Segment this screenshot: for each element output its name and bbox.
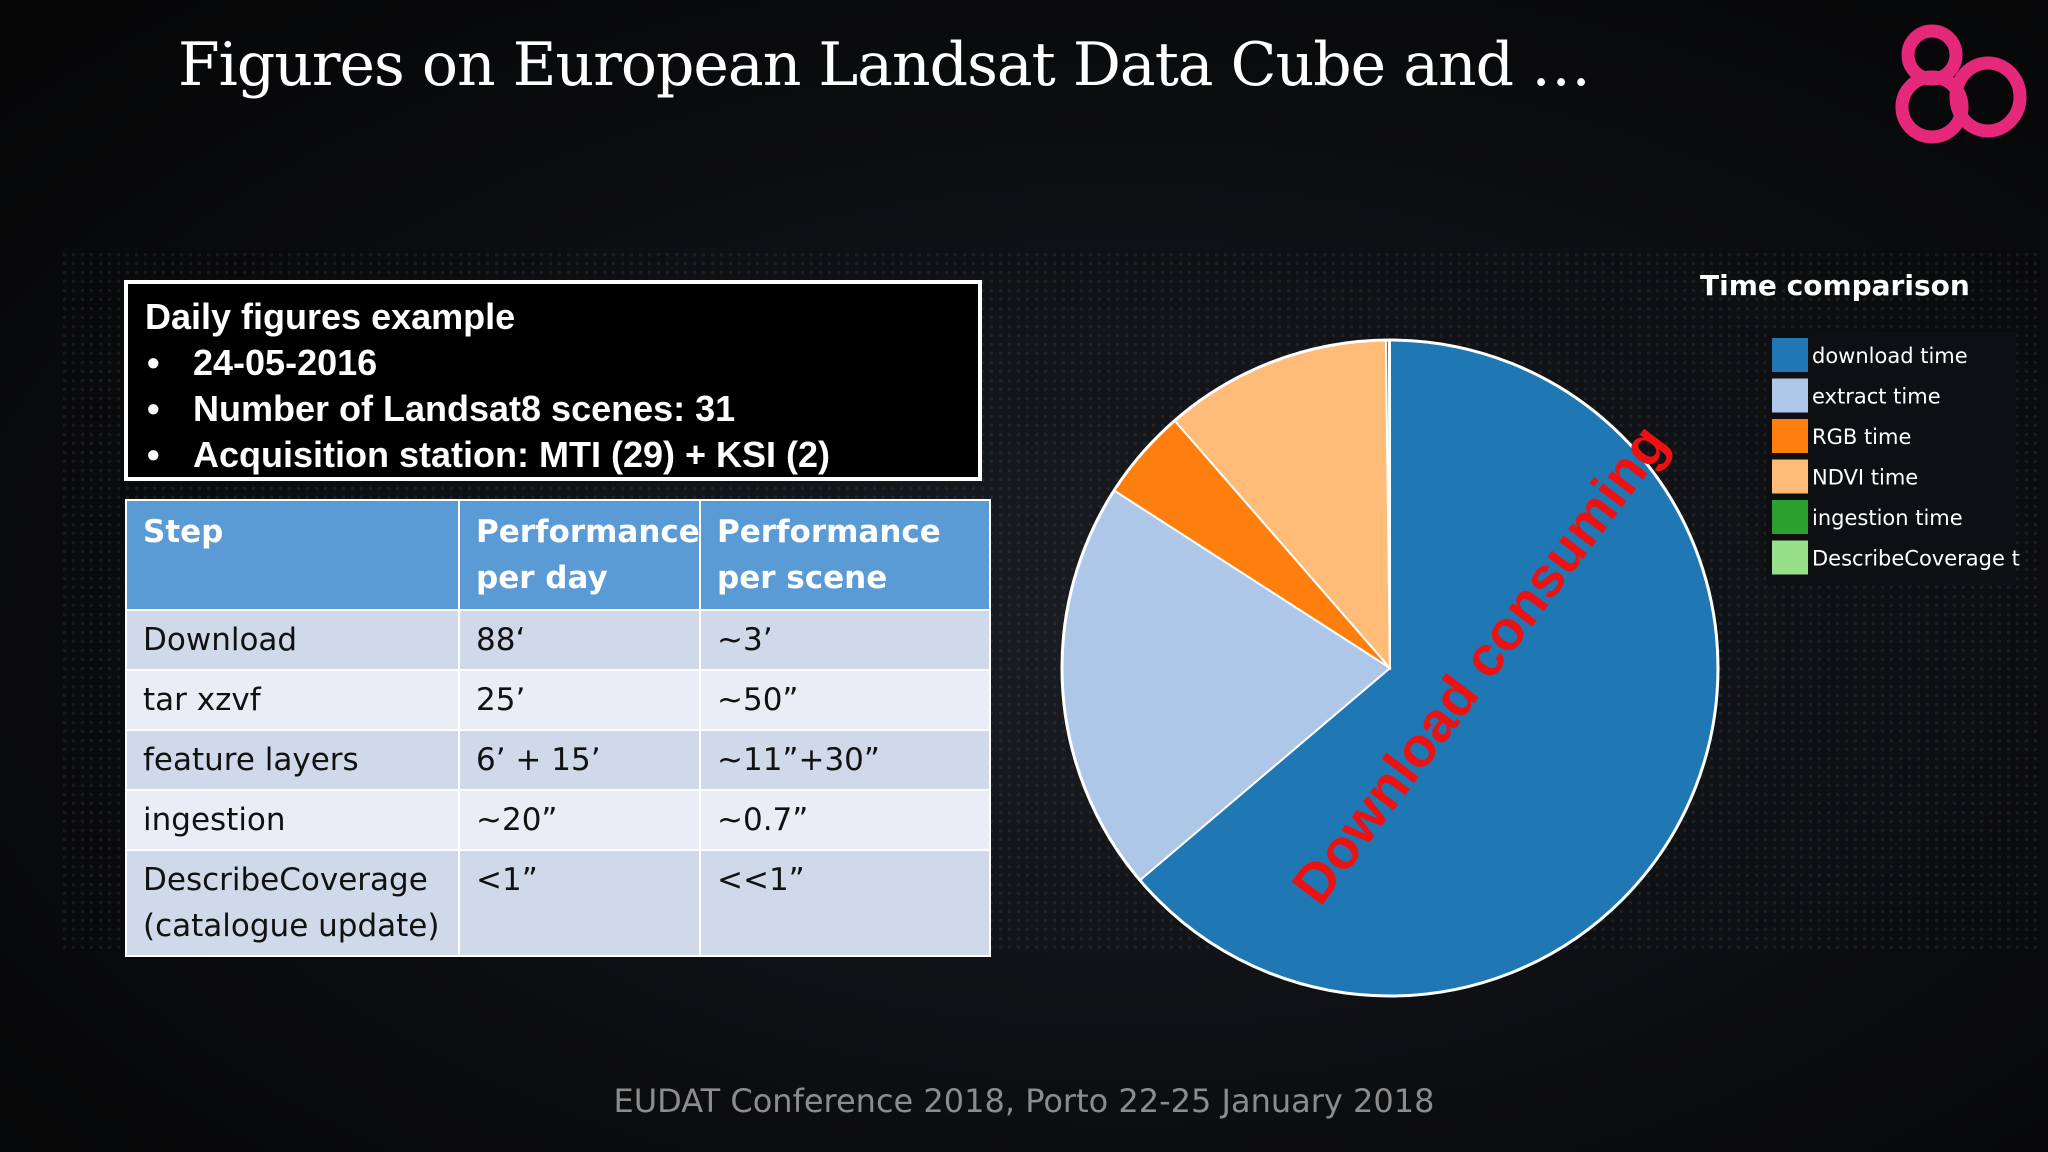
- cell-step: Download: [125, 609, 460, 671]
- info-heading: Daily figures example: [145, 296, 516, 337]
- cell-per-day: 6’ + 15’: [458, 729, 701, 791]
- daily-figures-box: Daily figures example • 24-05-2016 • Numbe…: [124, 280, 982, 481]
- info-list: • 24-05-2016 • Number of Landsat8 scenes: …: [145, 340, 978, 478]
- legend-swatch: [1772, 500, 1808, 534]
- info-item-text: Acquisition station: MTI (29) + KSI (2): [193, 434, 831, 475]
- cell-per-scene: ~11”+30”: [699, 729, 991, 791]
- legend-label: extract time: [1812, 385, 1941, 409]
- header-per-day: Performance per day: [458, 499, 701, 611]
- chart-title: Time comparison: [1700, 269, 1970, 302]
- cell-per-day: <1”: [458, 849, 701, 957]
- table-row: tar xzvf 25’ ~50”: [125, 669, 991, 731]
- cell-per-scene: <<1”: [699, 849, 991, 957]
- bullet: •: [147, 342, 160, 383]
- footer: EUDAT Conference 2018, Porto 22-25 Janua…: [613, 1082, 1435, 1120]
- cell-per-scene: ~0.7”: [699, 789, 991, 851]
- legend-swatch: [1772, 378, 1808, 413]
- pie-slice-describecoverage: [1387, 338, 1391, 669]
- table-row: ingestion ~20” ~0.7”: [125, 789, 991, 851]
- legend-label: download time: [1812, 344, 1968, 368]
- performance-table: Step Performance per day Performance per…: [125, 499, 991, 957]
- info-item: • Number of Landsat8 scenes: 31: [145, 386, 978, 432]
- pie-outline: [1060, 338, 1720, 998]
- legend-label: DescribeCoverage t: [1812, 547, 2020, 571]
- legend-swatch: [1772, 540, 1808, 575]
- legend-swatch: [1772, 459, 1808, 494]
- info-item-text: 24-05-2016: [193, 342, 378, 383]
- cell-per-scene: ~3’: [699, 609, 991, 671]
- cell-per-scene: ~50”: [699, 669, 991, 731]
- cell-step: DescribeCoverage (catalogue update): [125, 849, 460, 957]
- header-per-scene: Performance per scene: [699, 499, 991, 611]
- cell-per-day: ~20”: [458, 789, 701, 851]
- legend-label: ingestion time: [1812, 506, 1963, 530]
- logo-ring-right: [1949, 56, 2027, 138]
- table-row: Download 88‘ ~3’: [125, 609, 991, 671]
- legend-swatch: [1772, 419, 1808, 453]
- legend-swatch: [1772, 338, 1808, 372]
- slide-title: Figures on European Landsat Data Cube an…: [178, 30, 1591, 100]
- bullet: •: [147, 434, 160, 475]
- info-item: • Acquisition station: MTI (29) + KSI (2): [145, 432, 978, 478]
- cell-step: feature layers: [125, 729, 460, 791]
- info-item-text: Number of Landsat8 scenes: 31: [193, 388, 736, 429]
- logo: 80: [1895, 24, 2027, 144]
- info-item: • 24-05-2016: [145, 340, 978, 386]
- cell-per-day: 88‘: [458, 609, 701, 671]
- cell-step: tar xzvf: [125, 669, 460, 731]
- table-header-row: Step Performance per day Performance per…: [125, 499, 991, 611]
- legend-label: NDVI time: [1812, 466, 1918, 490]
- table-row: feature layers 6’ + 15’ ~11”+30”: [125, 729, 991, 791]
- header-step: Step: [125, 499, 460, 611]
- cell-step: ingestion: [125, 789, 460, 851]
- bullet: •: [147, 388, 160, 429]
- table-row: DescribeCoverage (catalogue update) <1” …: [125, 849, 991, 957]
- cell-per-day: 25’: [458, 669, 701, 731]
- legend-label: RGB time: [1812, 425, 1911, 449]
